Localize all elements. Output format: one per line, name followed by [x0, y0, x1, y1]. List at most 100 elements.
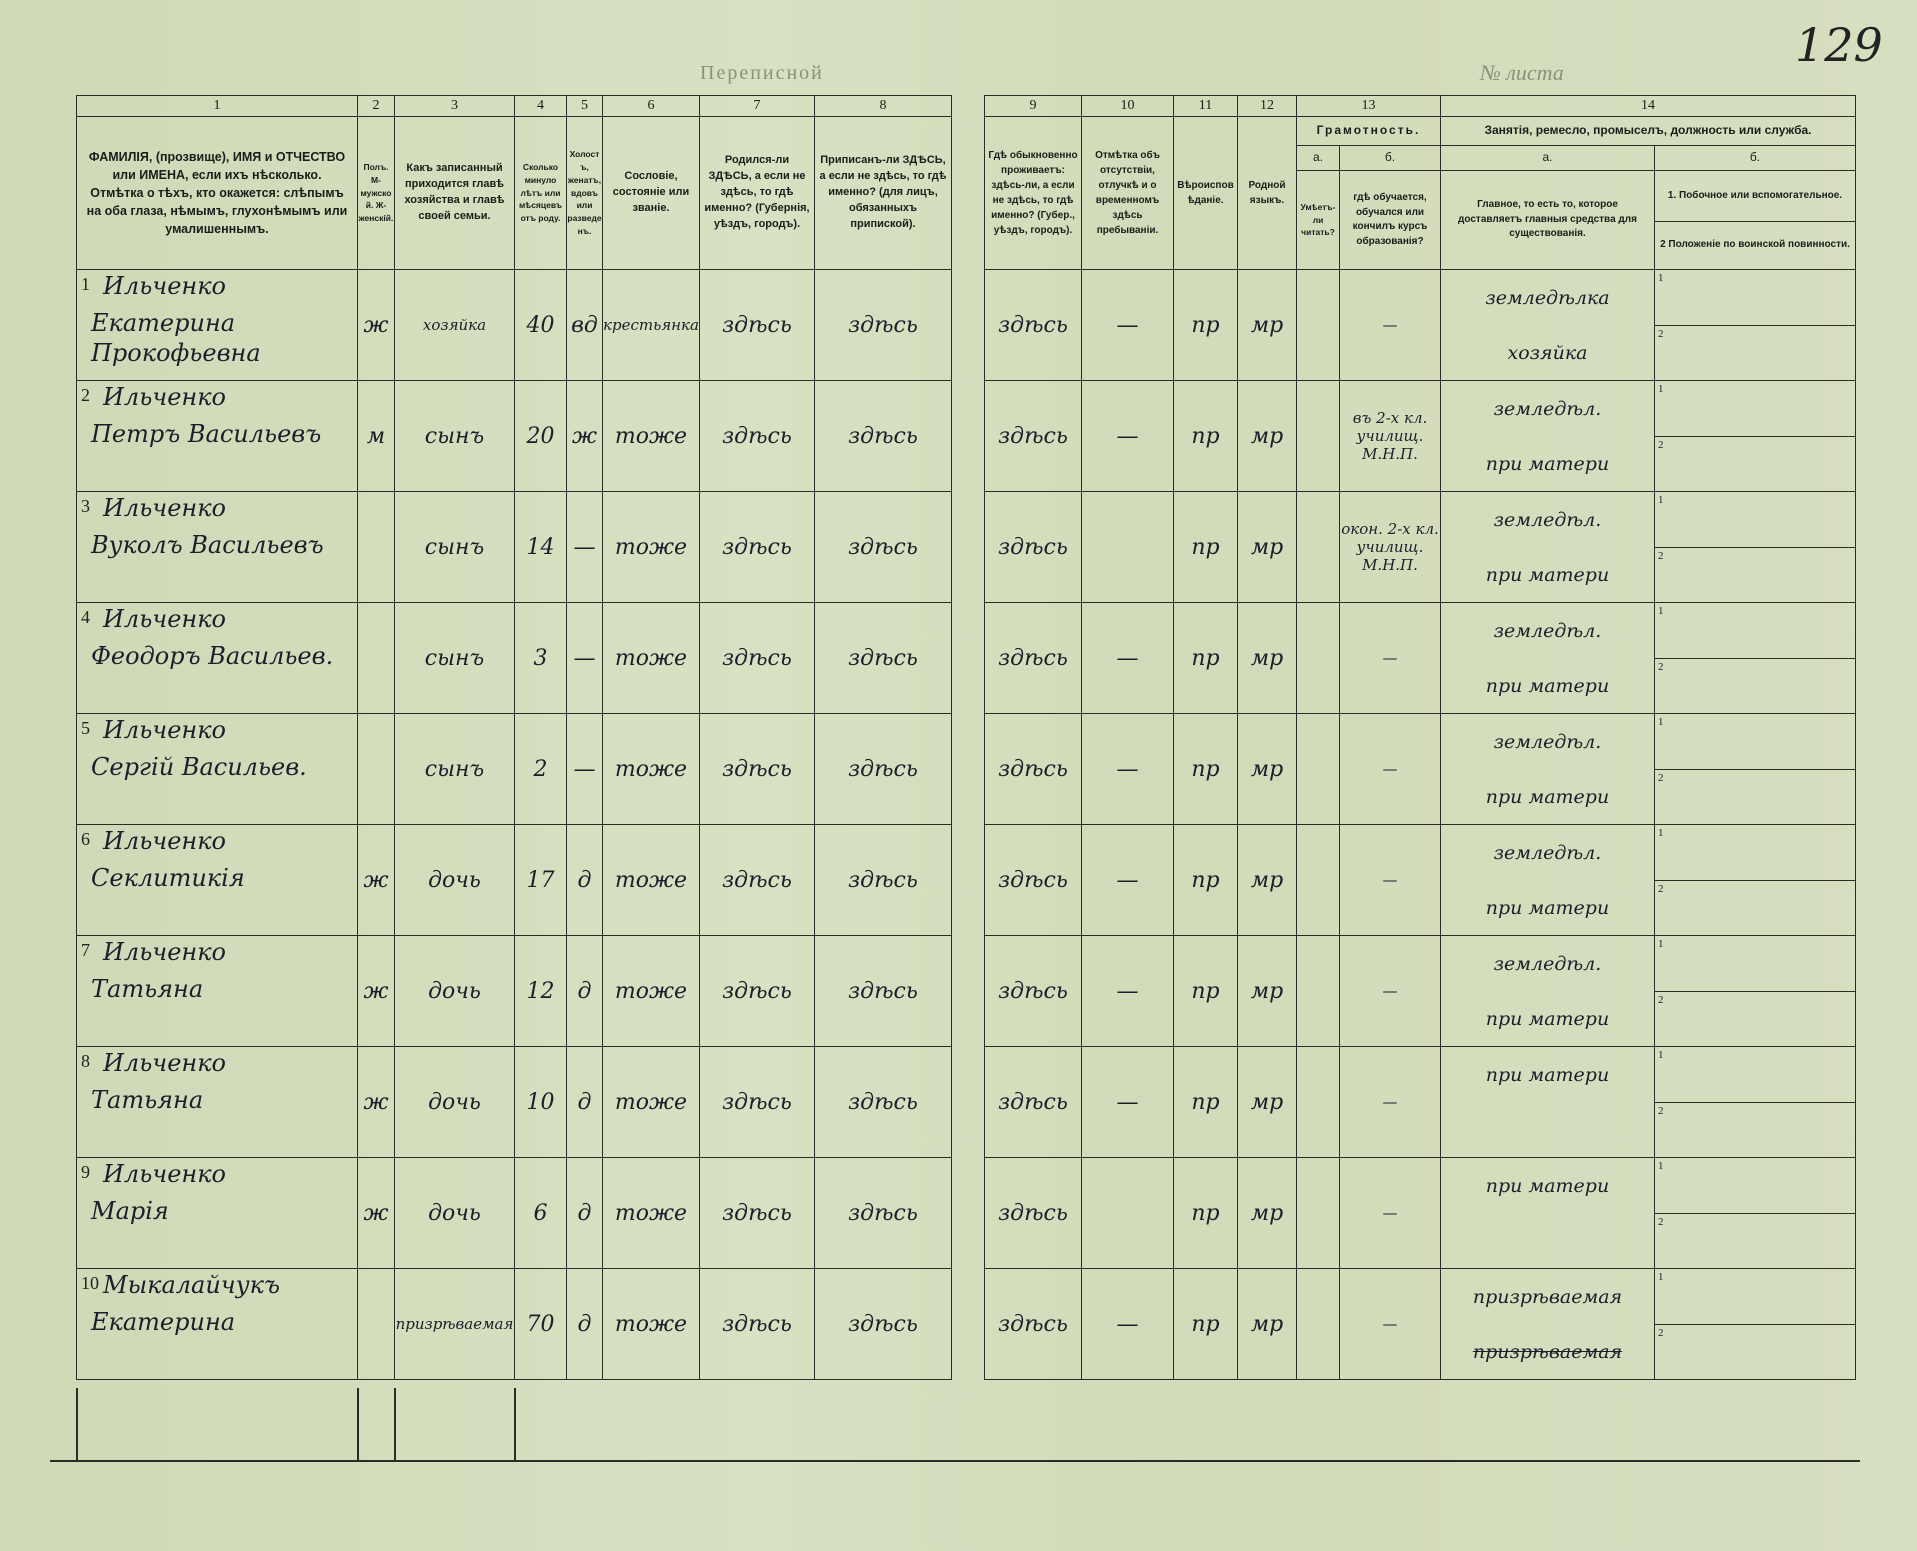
surname: Ильченко: [103, 494, 226, 522]
colnum-3: 3: [394, 95, 515, 117]
census-table: 1 2 3 4 5 6 7 8 9 10 11 12 13 14 ФАМИЛІЯ…: [76, 95, 1856, 1380]
occupation-main: земледѣл.: [1493, 952, 1602, 975]
sex-cell: ж: [357, 1157, 395, 1269]
header-religion: Вѣроисповѣданіе.: [1173, 116, 1238, 270]
occupation-main: земледѣл.: [1493, 730, 1602, 753]
given-name: Татьяна: [91, 1086, 204, 1114]
gap-cell: [951, 1268, 985, 1380]
header-14a-label: а.: [1440, 145, 1655, 171]
occupation-main: земледѣлка: [1485, 286, 1610, 309]
sex-cell: ж: [357, 269, 395, 381]
gap-cell: [951, 1046, 985, 1158]
occupation-main: земледѣл.: [1493, 619, 1602, 642]
occupation-main-2: при матери: [1485, 674, 1610, 697]
column-number-row: 1 2 3 4 5 6 7 8 9 10 11 12 13 14: [76, 95, 1856, 117]
name-cell: 5 Ильченко Сергій Васильев.: [76, 713, 358, 825]
sub-label-2: 2: [1658, 549, 1664, 562]
registered-cell: здѣсь: [814, 1157, 952, 1269]
occupation-cell: земледѣл. при матери: [1440, 380, 1655, 492]
occupation-cell: при матери: [1440, 1046, 1655, 1158]
colnum-12: 12: [1237, 95, 1297, 117]
occupation-cell: при матери: [1440, 1157, 1655, 1269]
literate-cell: [1296, 491, 1340, 603]
occupation-main-2: при матери: [1485, 1007, 1610, 1030]
absence-cell: [1081, 1157, 1174, 1269]
name-cell: 7 Ильченко Татьяна: [76, 935, 358, 1047]
sub-label-1: 1: [1658, 1271, 1664, 1283]
relation-cell: сынъ: [394, 491, 515, 603]
name-cell: 10 Мыкалайчукъ Екатерина: [76, 1268, 358, 1380]
sex-cell: ж: [357, 935, 395, 1047]
occupation-cell: земледѣл. при матери: [1440, 491, 1655, 603]
table-row: 3 Ильченко Вуколъ Васильевъ сынъ 14— тоже здѣс…: [76, 491, 1856, 603]
header-name: ФАМИЛІЯ, (прозвище), ИМЯ и ОТЧЕСТВО или …: [76, 116, 358, 270]
age-cell: 10: [514, 1046, 567, 1158]
sex-cell: [357, 713, 395, 825]
estate-cell: тоже: [602, 824, 700, 936]
age-cell: 12: [514, 935, 567, 1047]
faint-top-text: Переписной: [700, 62, 824, 84]
gap-cell: [951, 824, 985, 936]
religion-cell: пр: [1173, 269, 1238, 381]
born-cell: здѣсь: [699, 1268, 815, 1380]
sex-cell: ж: [357, 824, 395, 936]
education-cell: въ 2-х кл. училищ. М.Н.П.: [1339, 380, 1441, 492]
marital-cell: вд: [566, 269, 603, 381]
table-row: 7 Ильченко Татьяна ж дочь 12 д тоже здѣсь здѣсь зд…: [76, 935, 1856, 1047]
occupation-main-2: [1442, 1102, 1654, 1157]
born-cell: здѣсь: [699, 269, 815, 381]
resides-cell: здѣсь: [984, 269, 1082, 381]
sub-label-2: 2: [1658, 1326, 1664, 1339]
estate-cell: тоже: [602, 1157, 700, 1269]
absence-cell: —: [1081, 1268, 1174, 1380]
row-number: 8: [81, 1051, 90, 1071]
sub-label-1: 1: [1658, 827, 1664, 839]
literate-cell: [1296, 602, 1340, 714]
occupation-main-2: при матери: [1485, 452, 1610, 475]
born-cell: здѣсь: [699, 380, 815, 492]
sub-label-2: 2: [1658, 882, 1664, 895]
page-number: 129: [1795, 18, 1883, 72]
occupation-main-2: при матери: [1485, 563, 1610, 586]
header-14b-2: 2 Положеніе по воинской повинности.: [1660, 239, 1850, 251]
literate-cell: [1296, 1268, 1340, 1380]
literate-cell: [1296, 1046, 1340, 1158]
gap-cell: [951, 1157, 985, 1269]
marital-cell: д: [566, 935, 603, 1047]
occupation-main-2: хозяйка: [1507, 341, 1588, 364]
born-cell: здѣсь: [699, 1046, 815, 1158]
resides-cell: здѣсь: [984, 1157, 1082, 1269]
row-number: 6: [81, 829, 90, 849]
resides-cell: здѣсь: [984, 1046, 1082, 1158]
gap-cell: [951, 602, 985, 714]
education-cell: —: [1339, 1046, 1441, 1158]
name-cell: 2 Ильченко Петръ Васильевъ: [76, 380, 358, 492]
header-absence: Отмѣтка объ отсутствіи, отлучкѣ и о врем…: [1081, 116, 1174, 270]
occupation-main: земледѣл.: [1493, 397, 1602, 420]
education-cell: —: [1339, 824, 1441, 936]
resides-cell: здѣсь: [984, 824, 1082, 936]
occupation-cell: призрѣваемая призрѣваемая: [1440, 1268, 1655, 1380]
border-extension: [357, 1388, 359, 1460]
colnum-13: 13: [1296, 95, 1441, 117]
sex-cell: [357, 602, 395, 714]
sub-label-1: 1: [1658, 1160, 1664, 1172]
literate-cell: [1296, 713, 1340, 825]
sex-cell: ж: [357, 1046, 395, 1158]
religion-cell: пр: [1173, 1157, 1238, 1269]
header-resides: Гдѣ обыкновенно проживаетъ: здѣсь-ли, а …: [984, 116, 1082, 270]
language-cell: мр: [1237, 713, 1297, 825]
absence-cell: —: [1081, 935, 1174, 1047]
marital-cell: ж: [566, 380, 603, 492]
row-number: 7: [81, 940, 90, 960]
colnum-10: 10: [1081, 95, 1174, 117]
name-cell: 3 Ильченко Вуколъ Васильевъ: [76, 491, 358, 603]
colnum-8: 8: [814, 95, 952, 117]
absence-cell: —: [1081, 1046, 1174, 1158]
colnum-6: 6: [602, 95, 700, 117]
religion-cell: пр: [1173, 935, 1238, 1047]
